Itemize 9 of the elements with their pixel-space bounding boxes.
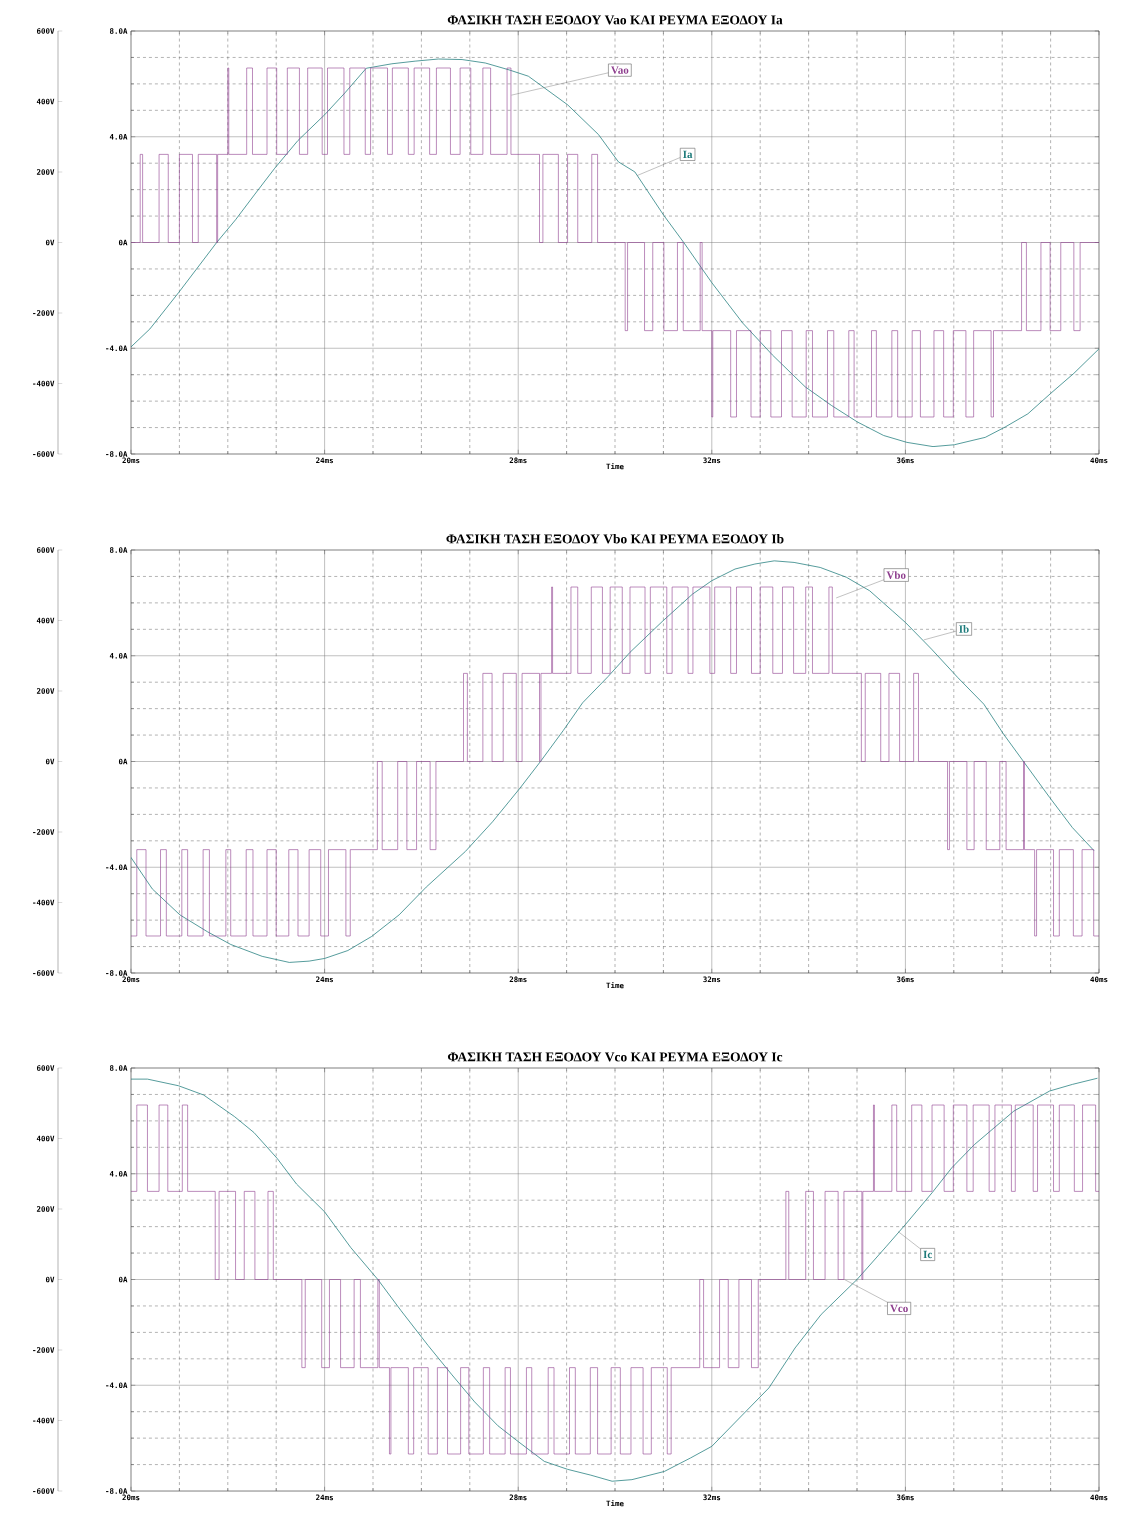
text: Vbo <box>886 571 906 579</box>
text: Ic <box>923 1250 932 1259</box>
chart-title: ΦΑΣΙΚΗ ΤΑΣΗ ΕΞΟΔΟΥ Vco ΚΑΙ ΡΕΥΜΑ ΕΞΟΔΟΥ Ic <box>447 1052 783 1062</box>
chart-title: ΦΑΣΙΚΗ ΤΑΣΗ ΕΞΟΔΟΥ Vbo ΚΑΙ ΡΕΥΜΑ ΕΞΟΔΟΥ Ib <box>446 533 784 544</box>
text: Ia <box>683 150 693 159</box>
text: Vao <box>611 66 629 74</box>
chart-title: ΦΑΣΙΚΗ ΤΑΣΗ ΕΞΟΔΟΥ Vao ΚΑΙ ΡΕΥΜΑ ΕΞΟΔΟΥ Ia <box>447 15 783 25</box>
text: Ib <box>959 625 969 633</box>
text: Vco <box>890 1304 908 1313</box>
